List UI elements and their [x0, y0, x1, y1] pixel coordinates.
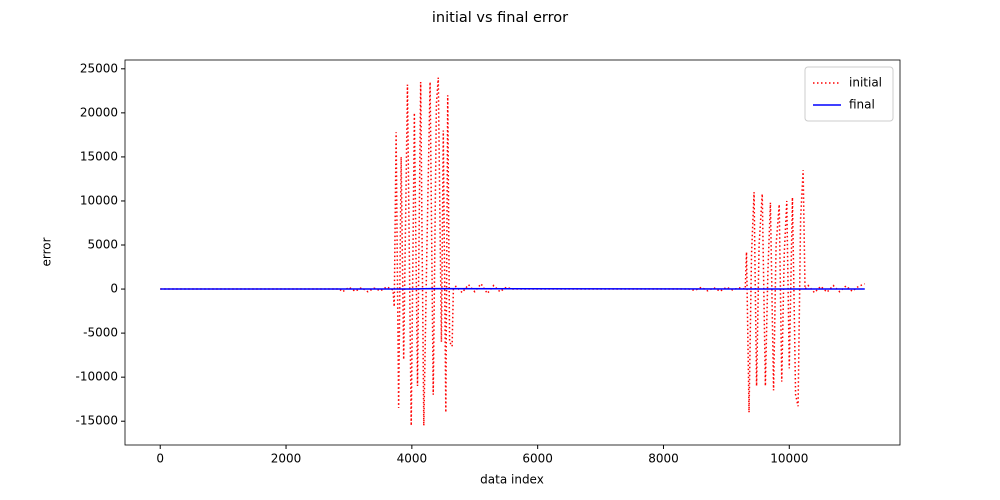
chart-title: initial vs final error [432, 10, 568, 26]
legend-box [804, 66, 894, 122]
y-tick-label: 0 [110, 282, 118, 296]
legend-label: initial [849, 76, 882, 90]
x-axis-label: data index [480, 473, 544, 487]
y-tick-label: -10000 [75, 370, 118, 384]
x-tick-label: 2000 [271, 452, 302, 466]
y-tick-label: 5000 [87, 238, 118, 252]
y-tick-label: 25000 [80, 61, 118, 75]
x-tick-label: 0 [156, 452, 164, 466]
x-tick-label: 8000 [648, 452, 679, 466]
y-tick-label: 20000 [80, 105, 118, 119]
x-tick-label: 10000 [770, 452, 808, 466]
y-tick-label: 10000 [80, 193, 118, 207]
x-tick-label: 6000 [522, 452, 553, 466]
axes-frame [124, 59, 901, 446]
y-tick-label: -15000 [75, 414, 118, 428]
y-tick-label: -5000 [83, 326, 118, 340]
y-tick-label: 15000 [80, 149, 118, 163]
y-axis-label: error [40, 237, 54, 266]
legend-label: final [849, 98, 875, 112]
x-tick-label: 4000 [397, 452, 428, 466]
